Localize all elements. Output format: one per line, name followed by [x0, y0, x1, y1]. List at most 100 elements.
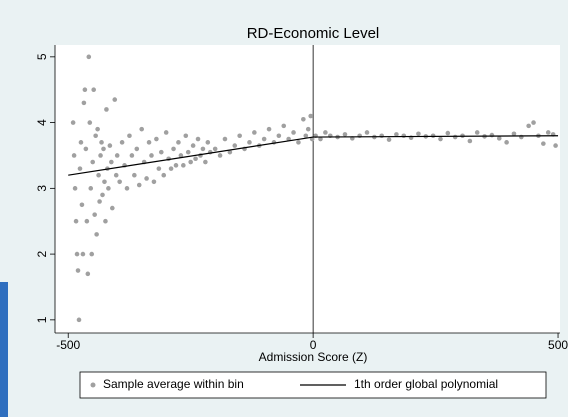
point — [151, 179, 157, 185]
point — [112, 97, 118, 102]
point — [511, 131, 517, 137]
point — [185, 149, 191, 155]
point — [97, 199, 102, 204]
point — [85, 271, 91, 277]
point — [91, 87, 96, 93]
point — [190, 143, 196, 148]
point — [526, 123, 531, 129]
point — [81, 100, 87, 106]
point — [188, 159, 193, 165]
point — [114, 153, 120, 158]
point — [438, 136, 443, 142]
point — [74, 251, 80, 257]
point — [308, 113, 313, 119]
point — [496, 136, 502, 141]
point — [86, 54, 92, 60]
point — [156, 166, 162, 171]
point — [276, 133, 282, 139]
point — [364, 130, 370, 135]
point — [107, 143, 113, 148]
point — [203, 159, 208, 165]
point — [183, 133, 189, 139]
legend-label: Sample average within bin — [103, 377, 244, 391]
point — [452, 134, 458, 140]
point — [113, 172, 119, 178]
point — [78, 140, 84, 145]
point — [83, 146, 89, 152]
point — [401, 133, 407, 139]
point — [541, 141, 546, 146]
point — [136, 182, 142, 188]
point — [88, 186, 94, 191]
y-tick-label: 1 — [35, 316, 49, 323]
legend-marker — [90, 382, 96, 388]
point — [200, 146, 206, 152]
point — [99, 140, 104, 145]
point — [386, 137, 392, 142]
point — [82, 87, 88, 93]
point — [168, 166, 174, 171]
point — [93, 133, 98, 139]
plot-region — [55, 45, 560, 333]
point — [318, 136, 323, 142]
point — [303, 133, 309, 139]
point — [117, 179, 122, 185]
point — [266, 126, 272, 132]
point — [227, 149, 233, 155]
point — [92, 212, 97, 217]
point — [193, 156, 198, 162]
point — [416, 131, 421, 137]
point — [212, 146, 218, 152]
point — [195, 136, 201, 142]
point — [90, 159, 96, 165]
point — [84, 218, 90, 224]
point — [205, 140, 211, 145]
point — [291, 130, 296, 135]
x-tick-label: 0 — [310, 338, 317, 352]
point — [98, 153, 103, 158]
point — [247, 140, 252, 145]
point — [80, 251, 86, 257]
point — [70, 120, 76, 125]
y-tick-label: 3 — [35, 185, 49, 192]
point — [154, 136, 159, 142]
point — [222, 136, 228, 142]
point — [176, 140, 181, 145]
point — [171, 146, 176, 152]
point — [323, 130, 328, 135]
point — [163, 130, 169, 135]
point — [261, 136, 267, 142]
point — [161, 172, 167, 178]
x-axis-label: Admission Score (Z) — [259, 350, 368, 364]
x-tick-label: -500 — [56, 338, 80, 352]
point — [132, 172, 137, 178]
point — [181, 163, 186, 168]
point — [305, 126, 311, 132]
point — [104, 107, 109, 112]
point — [474, 130, 480, 135]
point — [146, 140, 152, 145]
side-strip — [0, 282, 8, 417]
point — [531, 120, 536, 125]
point — [342, 132, 348, 137]
fit-line — [68, 135, 559, 176]
point — [467, 138, 473, 144]
point — [296, 140, 301, 145]
point — [504, 140, 509, 145]
point — [100, 192, 105, 198]
point — [87, 120, 93, 125]
point — [96, 172, 101, 178]
point — [106, 186, 111, 191]
point — [301, 117, 306, 122]
point — [71, 153, 77, 158]
point — [109, 159, 114, 165]
x-tick-label: 500 — [548, 338, 568, 352]
point — [232, 143, 238, 148]
point — [173, 163, 179, 168]
y-tick-label: 5 — [35, 53, 49, 60]
point — [139, 126, 144, 132]
point — [102, 179, 107, 185]
point — [445, 130, 451, 136]
point — [75, 268, 81, 273]
